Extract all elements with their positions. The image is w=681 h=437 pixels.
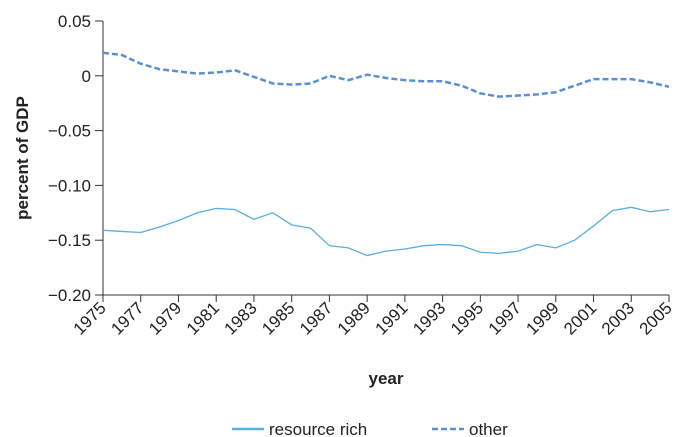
y-axis-label: percent of GDP bbox=[13, 96, 32, 220]
y-tick-label: −0.05 bbox=[48, 122, 91, 141]
x-tick-label: 1999 bbox=[522, 298, 562, 338]
x-tick-label: 1991 bbox=[372, 298, 412, 338]
x-tick-label: 1987 bbox=[296, 298, 336, 338]
y-tick-label: −0.10 bbox=[48, 176, 91, 195]
x-tick-label: 1981 bbox=[183, 298, 223, 338]
x-tick-label: 2001 bbox=[560, 298, 600, 338]
y-tick-label: 0.05 bbox=[58, 12, 91, 31]
y-tick-label: 0 bbox=[82, 67, 91, 86]
y-tick-label: −0.20 bbox=[48, 286, 91, 305]
x-tick-label: 1979 bbox=[145, 298, 185, 338]
x-tick-label: 1989 bbox=[334, 298, 374, 338]
x-tick-label: 2003 bbox=[598, 298, 638, 338]
x-tick-label: 1997 bbox=[485, 298, 525, 338]
x-tick-label: 1983 bbox=[221, 298, 261, 338]
legend-label: resource rich bbox=[269, 420, 367, 437]
legend-label: other bbox=[469, 420, 508, 437]
x-tick-label: 1985 bbox=[258, 298, 298, 338]
x-tick-label: 1977 bbox=[107, 298, 147, 338]
x-tick-label: 2005 bbox=[636, 298, 676, 338]
x-tick-label: 1995 bbox=[447, 298, 487, 338]
y-tick-label: −0.15 bbox=[48, 231, 91, 250]
x-axis-label: year bbox=[369, 369, 404, 388]
series-line bbox=[102, 206, 670, 257]
x-tick-label: 1993 bbox=[409, 298, 449, 338]
series-line bbox=[102, 51, 670, 98]
